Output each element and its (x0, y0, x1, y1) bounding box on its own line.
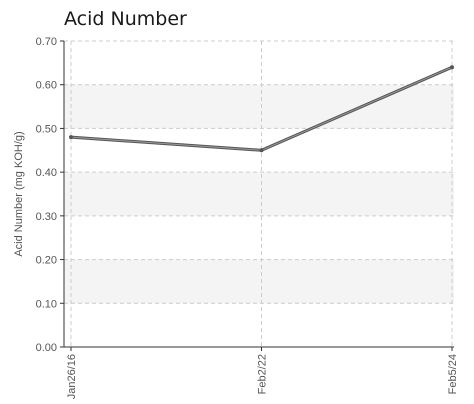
y-tick-label: 0.50 (36, 123, 57, 135)
x-tick-label: Feb2/22 (257, 354, 269, 394)
data-point[interactable] (259, 148, 264, 153)
y-tick-label: 0.20 (36, 255, 57, 267)
data-point[interactable] (69, 135, 73, 140)
x-tick-label: Jan26/16 (66, 354, 78, 399)
x-tick-label: Feb5/24 (447, 354, 459, 394)
grid-band (64, 259, 454, 304)
chart-title: Acid Number (64, 8, 187, 30)
grid-band (64, 84, 454, 129)
y-tick-label: 0.70 (36, 36, 57, 48)
y-tick-label: 0.00 (36, 342, 57, 354)
y-tick-label: 0.40 (36, 167, 57, 179)
y-tick-label: 0.10 (36, 298, 57, 310)
data-point[interactable] (450, 65, 454, 70)
y-tick-label: 0.60 (36, 80, 57, 92)
y-tick-label: 0.30 (36, 211, 57, 223)
grid-band (64, 172, 454, 216)
y-axis-label: Acid Number (mg KOH/g) (13, 131, 25, 256)
